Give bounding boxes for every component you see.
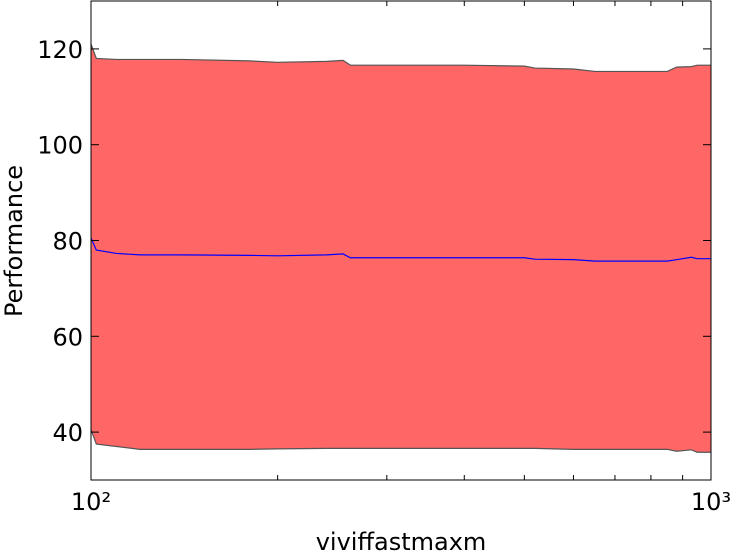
x-axis-label: viviffastmaxm (316, 528, 487, 556)
band-fill (91, 44, 711, 453)
x-tick-label: 10³ (691, 488, 731, 516)
band-lower (90, 429, 711, 453)
y-tick-label: 120 (37, 36, 83, 64)
x-tick-label: 10² (71, 488, 111, 516)
y-tick-label: 40 (52, 419, 83, 447)
y-axis-label: Performance (0, 165, 28, 317)
y-tick-label: 100 (37, 132, 83, 160)
y-tick-label: 80 (52, 228, 83, 256)
y-tick-label: 60 (52, 323, 83, 351)
band-upper (90, 43, 711, 73)
mean-line (90, 237, 711, 262)
